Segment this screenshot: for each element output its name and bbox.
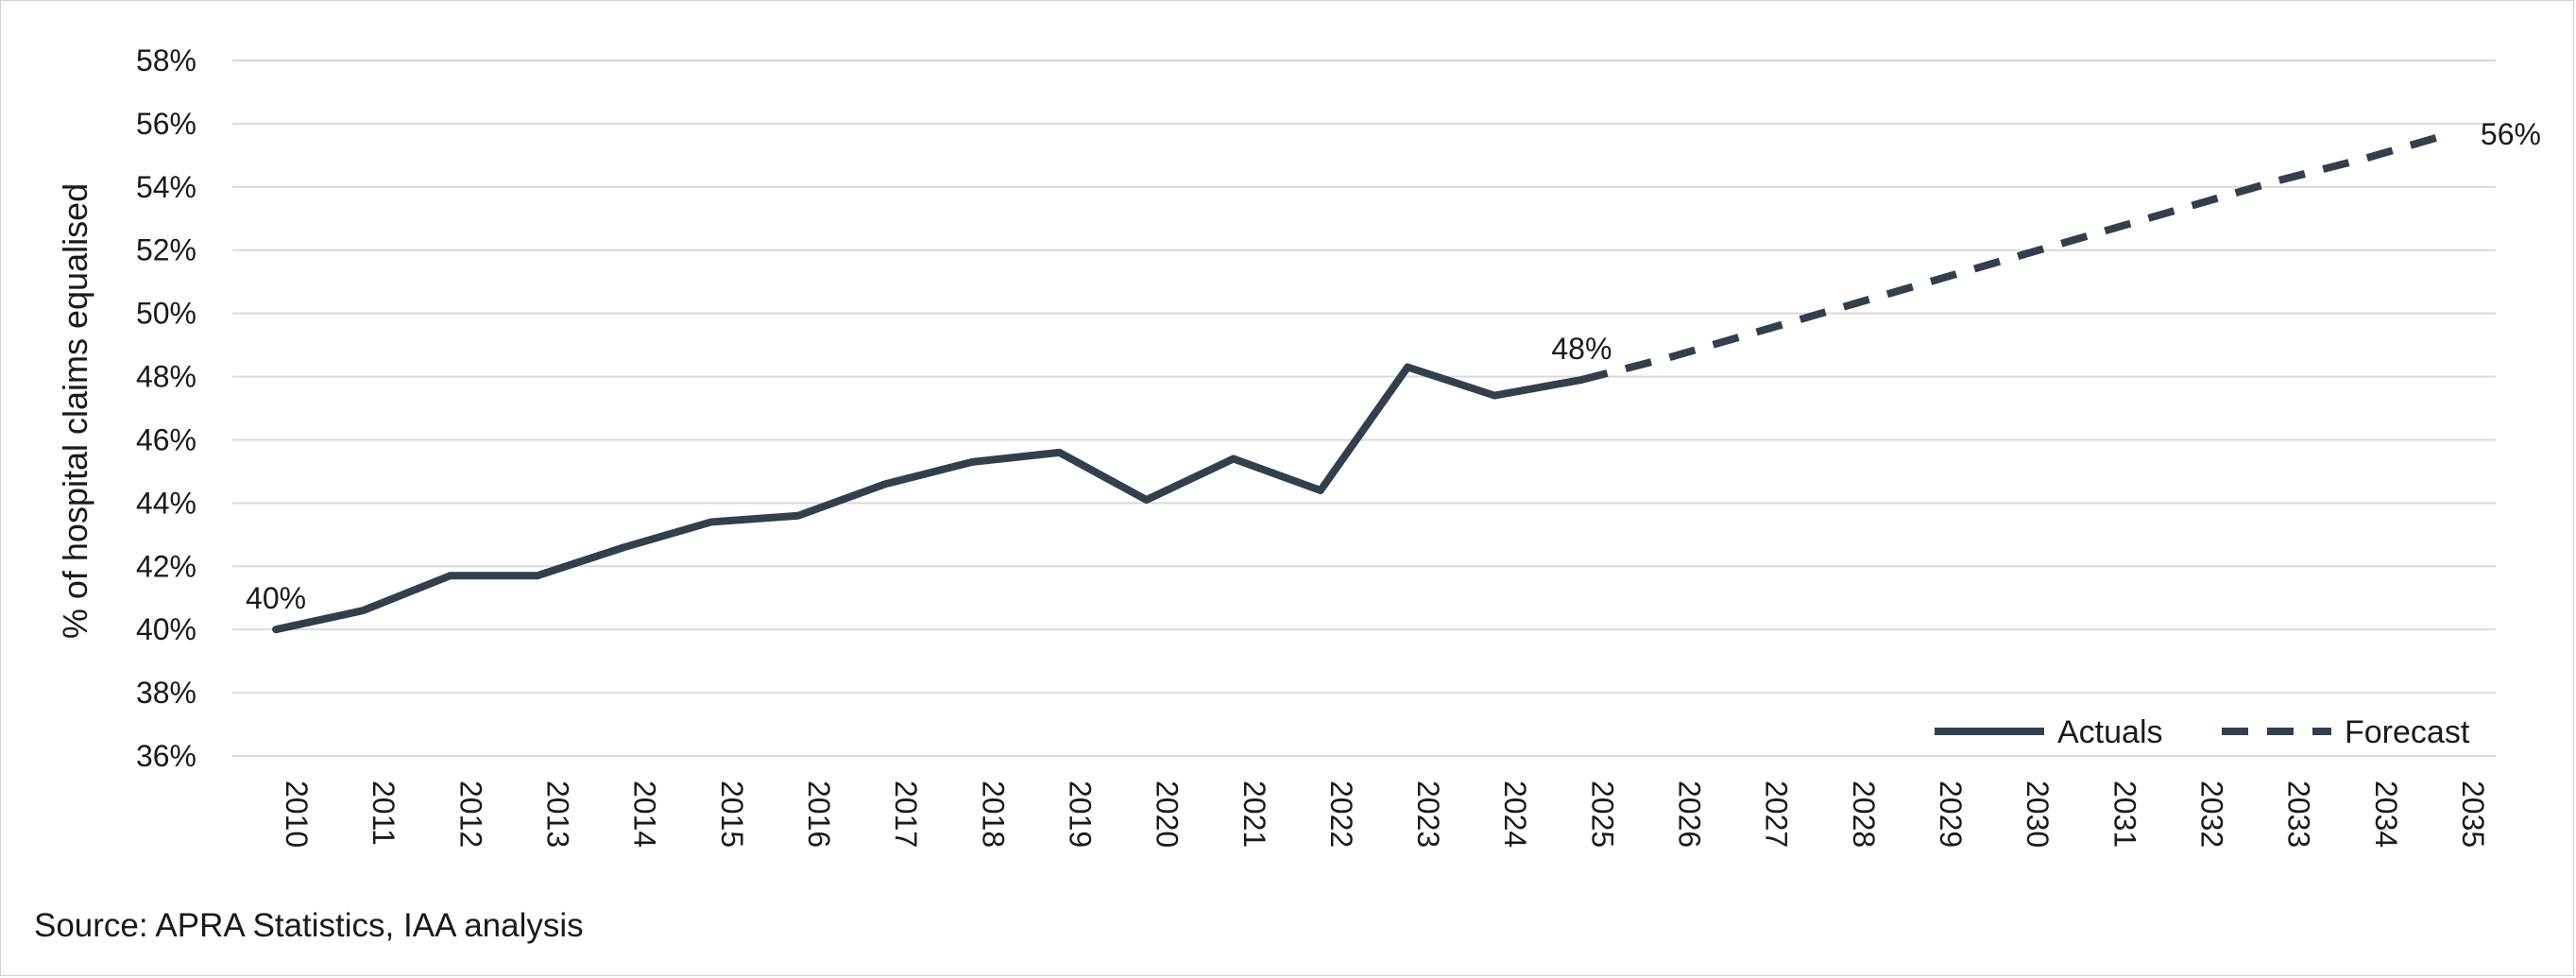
x-tick-label: 2028 [1847, 781, 1881, 848]
x-tick-label: 2020 [1151, 781, 1185, 848]
x-tick-label: 2030 [2021, 781, 2055, 848]
y-tick-label: 46% [136, 422, 196, 456]
series-lines [272, 129, 2454, 634]
x-tick-label: 2011 [367, 781, 401, 846]
legend: Actuals Forecast [1935, 714, 2470, 750]
y-axis-title: % of hospital claims equalised [56, 183, 94, 639]
y-tick-label: 36% [136, 739, 196, 773]
y-tick-label: 54% [136, 170, 196, 204]
x-tick-label: 2034 [2369, 781, 2403, 848]
x-tick-label: 2023 [1411, 781, 1445, 848]
y-tick-label: 42% [136, 549, 196, 583]
y-tick-label: 58% [136, 43, 196, 77]
x-tick-label: 2032 [2194, 781, 2228, 848]
y-tick-label: 40% [136, 612, 196, 646]
x-tick-label: 2017 [889, 781, 923, 848]
gridlines [232, 60, 2496, 757]
data-labels: 40% 48% 56% [246, 117, 2541, 615]
legend-label-forecast: Forecast [2345, 714, 2470, 750]
x-tick-label: 2019 [1063, 781, 1097, 848]
x-tick-label: 2033 [2282, 781, 2316, 848]
x-tick-label: 2012 [453, 781, 487, 848]
series-line-actuals [272, 363, 1586, 634]
y-tick-label: 38% [136, 676, 196, 710]
y-tick-label: 56% [136, 107, 196, 141]
series-line-forecast [1580, 129, 2454, 384]
source-note: Source: APRA Statistics, IAA analysis [34, 907, 584, 944]
x-tick-label: 2035 [2456, 781, 2490, 848]
x-axis-tick-labels: 2010 2011 2012 2013 2014 2015 2016 2017 2018 2019… [280, 781, 2490, 848]
x-tick-label: 2014 [628, 781, 662, 848]
x-tick-label: 2027 [1760, 781, 1794, 848]
x-tick-label: 2026 [1673, 781, 1707, 848]
x-tick-label: 2025 [1585, 781, 1619, 848]
x-tick-label: 2031 [2107, 781, 2141, 848]
y-axis-tick-labels: 36% 38% 40% 42% 44% 46% 48% 50% 52% 54% 56% 58% [136, 43, 196, 773]
x-tick-label: 2015 [715, 781, 749, 848]
x-tick-label: 2029 [1934, 781, 1968, 848]
data-label: 40% [246, 581, 306, 615]
data-label: 56% [2481, 117, 2541, 151]
x-tick-label: 2024 [1498, 781, 1532, 848]
x-tick-label: 2018 [976, 781, 1010, 848]
x-tick-label: 2022 [1324, 781, 1358, 848]
data-label: 48% [1551, 332, 1612, 366]
y-tick-label: 52% [136, 233, 196, 267]
y-tick-label: 48% [136, 360, 196, 394]
y-tick-label: 50% [136, 297, 196, 331]
legend-label-actuals: Actuals [2057, 714, 2163, 750]
x-tick-label: 2021 [1237, 781, 1271, 848]
x-tick-label: 2016 [802, 781, 836, 848]
x-tick-label: 2010 [280, 781, 314, 848]
x-tick-label: 2013 [541, 781, 575, 848]
y-tick-label: 44% [136, 486, 196, 520]
